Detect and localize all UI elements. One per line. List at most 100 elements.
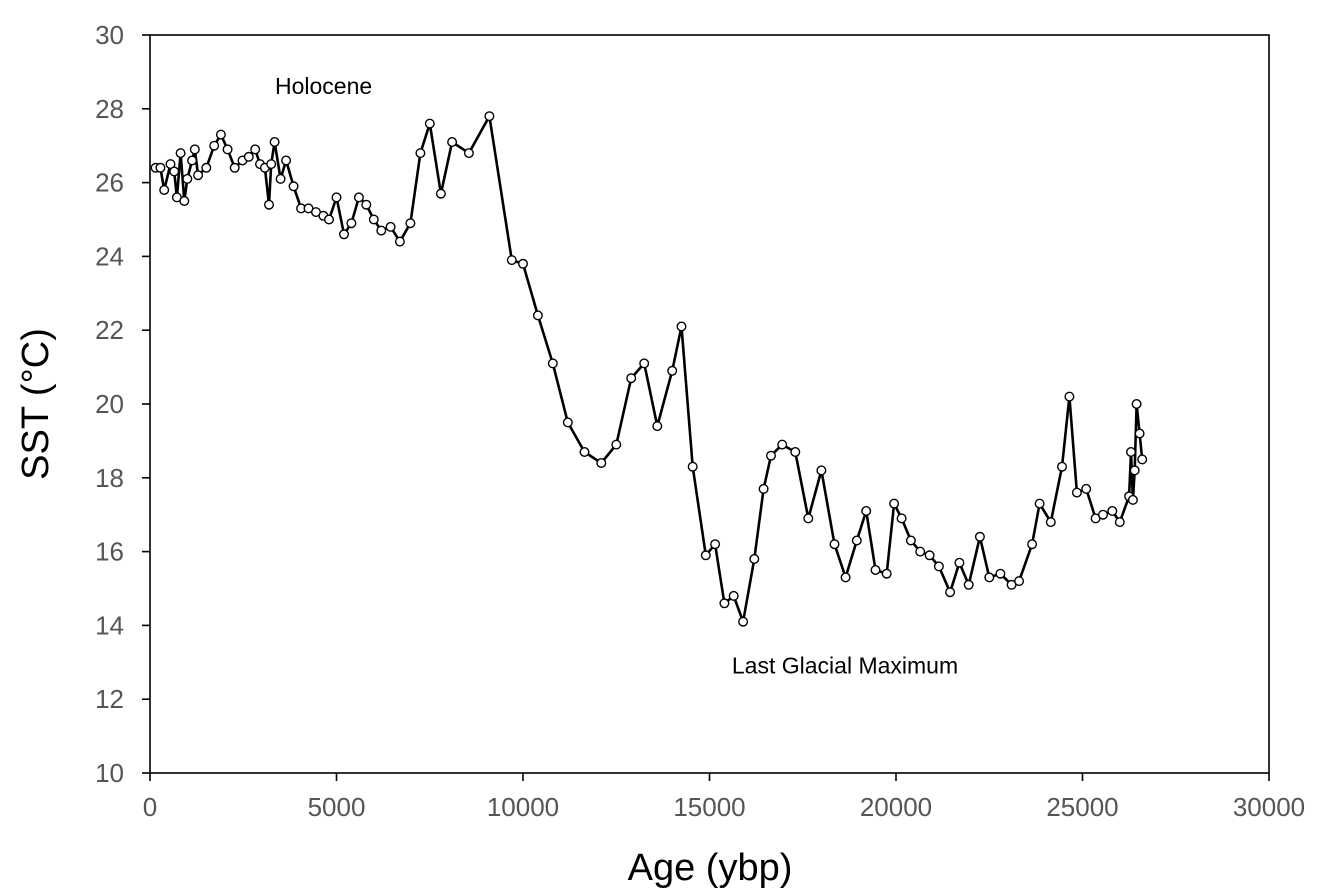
data-point bbox=[816, 465, 827, 476]
y-tick-label: 12 bbox=[95, 684, 124, 714]
data-point bbox=[829, 539, 840, 550]
data-point bbox=[984, 572, 995, 583]
data-point bbox=[324, 214, 335, 225]
data-point bbox=[1064, 391, 1075, 402]
data-point bbox=[1081, 483, 1092, 494]
data-point bbox=[749, 554, 760, 565]
sst-markers bbox=[150, 111, 1148, 627]
x-tick-label: 10000 bbox=[487, 792, 559, 822]
data-point bbox=[945, 587, 956, 598]
y-axis-title: SST (°C) bbox=[15, 328, 57, 480]
data-point bbox=[1045, 517, 1056, 528]
data-point bbox=[924, 550, 935, 561]
x-axis-title: Age (ybp) bbox=[628, 847, 793, 889]
data-point bbox=[851, 535, 862, 546]
data-point bbox=[189, 144, 200, 155]
data-point bbox=[193, 170, 204, 181]
y-tick-label: 28 bbox=[95, 94, 124, 124]
data-point bbox=[719, 598, 730, 609]
data-point bbox=[1127, 494, 1138, 505]
data-point bbox=[639, 358, 650, 369]
annotation-last-glacial-maximum: Last Glacial Maximum bbox=[732, 652, 958, 678]
data-point bbox=[222, 144, 233, 155]
x-tick-label: 20000 bbox=[860, 792, 932, 822]
data-point bbox=[562, 417, 573, 428]
data-point bbox=[954, 557, 965, 568]
data-point bbox=[376, 225, 387, 236]
data-point bbox=[1027, 539, 1038, 550]
data-point bbox=[532, 310, 543, 321]
data-point bbox=[281, 155, 292, 166]
data-point bbox=[1131, 399, 1142, 410]
y-tick-label: 16 bbox=[95, 537, 124, 567]
data-point bbox=[215, 129, 226, 140]
x-tick-label: 30000 bbox=[1233, 792, 1305, 822]
data-point bbox=[182, 173, 193, 184]
data-point bbox=[667, 365, 678, 376]
data-point bbox=[1125, 447, 1136, 458]
data-point bbox=[840, 572, 851, 583]
data-point bbox=[243, 151, 254, 162]
data-point bbox=[1107, 506, 1118, 517]
data-point bbox=[179, 195, 190, 206]
data-point bbox=[790, 447, 801, 458]
data-point bbox=[385, 221, 396, 232]
data-point bbox=[915, 546, 926, 557]
data-point bbox=[1097, 509, 1108, 520]
data-point bbox=[269, 136, 280, 147]
y-tick-label: 10 bbox=[95, 758, 124, 788]
y-tick-label: 30 bbox=[95, 20, 124, 50]
data-point bbox=[596, 458, 607, 469]
data-point bbox=[415, 148, 426, 159]
data-point bbox=[331, 192, 342, 203]
data-point bbox=[963, 579, 974, 590]
data-point bbox=[933, 561, 944, 572]
data-point bbox=[339, 229, 350, 240]
data-point bbox=[881, 568, 892, 579]
data-point bbox=[1134, 428, 1145, 439]
y-axis: 10 12 14 16 18 20 22 24 26 28 30 bbox=[95, 20, 150, 788]
data-point bbox=[728, 590, 739, 601]
data-point bbox=[974, 531, 985, 542]
data-point bbox=[159, 184, 170, 195]
data-point bbox=[266, 159, 277, 170]
y-tick-label: 20 bbox=[95, 389, 124, 419]
data-point bbox=[346, 218, 357, 229]
data-point bbox=[506, 255, 517, 266]
x-tick-label: 0 bbox=[143, 792, 157, 822]
data-point bbox=[229, 162, 240, 173]
data-point bbox=[758, 483, 769, 494]
data-point bbox=[687, 461, 698, 472]
data-point bbox=[463, 148, 474, 159]
sst-series-line bbox=[155, 114, 1144, 623]
data-point bbox=[905, 535, 916, 546]
plot-area-frame bbox=[149, 34, 1270, 774]
data-point bbox=[175, 148, 186, 159]
data-point bbox=[518, 258, 529, 269]
data-point bbox=[368, 214, 379, 225]
data-point bbox=[353, 192, 364, 203]
data-point bbox=[995, 568, 1006, 579]
data-point bbox=[155, 162, 166, 173]
data-point bbox=[700, 550, 711, 561]
data-point bbox=[676, 321, 687, 332]
data-point bbox=[361, 199, 372, 210]
data-point bbox=[766, 450, 777, 461]
data-point bbox=[1071, 487, 1082, 498]
annotation-holocene: Holocene bbox=[275, 73, 372, 99]
y-tick-label: 14 bbox=[95, 610, 124, 640]
data-point bbox=[896, 513, 907, 524]
data-point bbox=[710, 539, 721, 550]
data-point bbox=[652, 421, 663, 432]
data-point bbox=[738, 616, 749, 627]
x-tick-label: 15000 bbox=[673, 792, 745, 822]
data-point bbox=[626, 373, 637, 384]
data-point bbox=[275, 173, 286, 184]
data-point bbox=[1014, 576, 1025, 587]
data-point bbox=[201, 162, 212, 173]
data-point bbox=[424, 118, 435, 129]
data-point bbox=[394, 236, 405, 247]
data-point bbox=[1034, 498, 1045, 509]
data-point bbox=[264, 199, 275, 210]
